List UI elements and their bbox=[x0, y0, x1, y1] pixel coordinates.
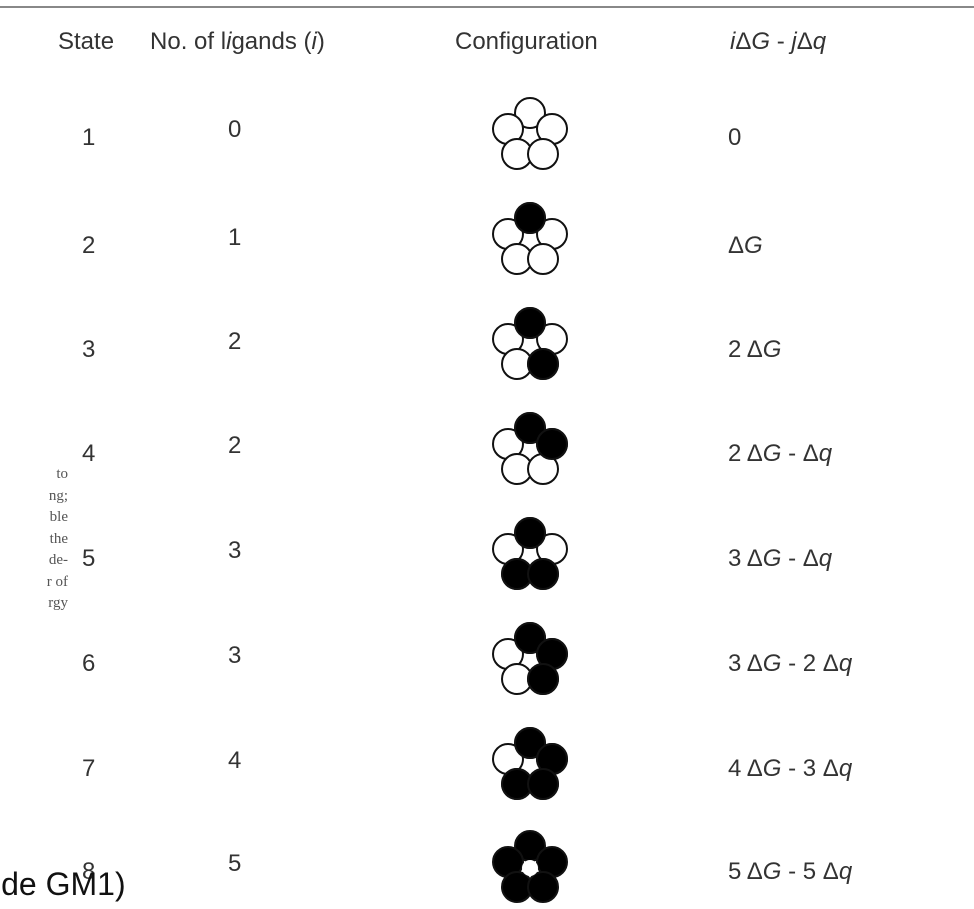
caption-fragment: ide GM1) bbox=[0, 866, 126, 903]
energy-cell: 2 ΔG - Δq bbox=[728, 440, 832, 468]
side-text-line: ble bbox=[50, 509, 68, 526]
configuration bbox=[493, 518, 567, 589]
state-cell: 4 bbox=[82, 440, 95, 468]
energy-cell: 3 ΔG - Δq bbox=[728, 545, 832, 573]
ligands-cell: 2 bbox=[228, 328, 241, 356]
ligands-cell: 0 bbox=[228, 116, 241, 144]
side-text-line: rgy bbox=[48, 595, 68, 612]
configuration bbox=[493, 831, 567, 902]
side-text-line: the bbox=[50, 531, 68, 548]
state-cell: 3 bbox=[82, 336, 95, 364]
configuration bbox=[493, 413, 567, 484]
ligands-cell: 5 bbox=[228, 850, 241, 878]
page: {"header": {"columns": ["State", "No. of… bbox=[0, 0, 974, 909]
side-text-line: to bbox=[56, 466, 68, 483]
configuration bbox=[493, 728, 567, 799]
energy-cell: 2 ΔG bbox=[728, 336, 781, 364]
side-text-line: r of bbox=[47, 574, 68, 591]
configuration bbox=[493, 203, 567, 274]
ligands-cell: 3 bbox=[228, 642, 241, 670]
energy-cell: ΔG bbox=[728, 232, 763, 260]
ligands-cell: 3 bbox=[228, 537, 241, 565]
energy-cell: 0 bbox=[728, 124, 741, 152]
energy-cell: 3 ΔG - 2 Δq bbox=[728, 650, 852, 678]
configuration bbox=[493, 623, 567, 694]
state-cell: 5 bbox=[82, 545, 95, 573]
state-cell: 1 bbox=[82, 124, 95, 152]
state-cell: 7 bbox=[82, 755, 95, 783]
side-text-line: ng; bbox=[49, 488, 68, 505]
energy-cell: 5 ΔG - 5 Δq bbox=[728, 858, 852, 886]
ligands-cell: 1 bbox=[228, 224, 241, 252]
state-cell: 6 bbox=[82, 650, 95, 678]
configuration bbox=[493, 308, 567, 379]
side-text-line: de- bbox=[49, 552, 68, 569]
energy-cell: 4 ΔG - 3 Δq bbox=[728, 755, 852, 783]
configuration bbox=[493, 98, 567, 169]
ligands-cell: 4 bbox=[228, 747, 241, 775]
ligands-cell: 2 bbox=[228, 432, 241, 460]
state-cell: 2 bbox=[82, 232, 95, 260]
